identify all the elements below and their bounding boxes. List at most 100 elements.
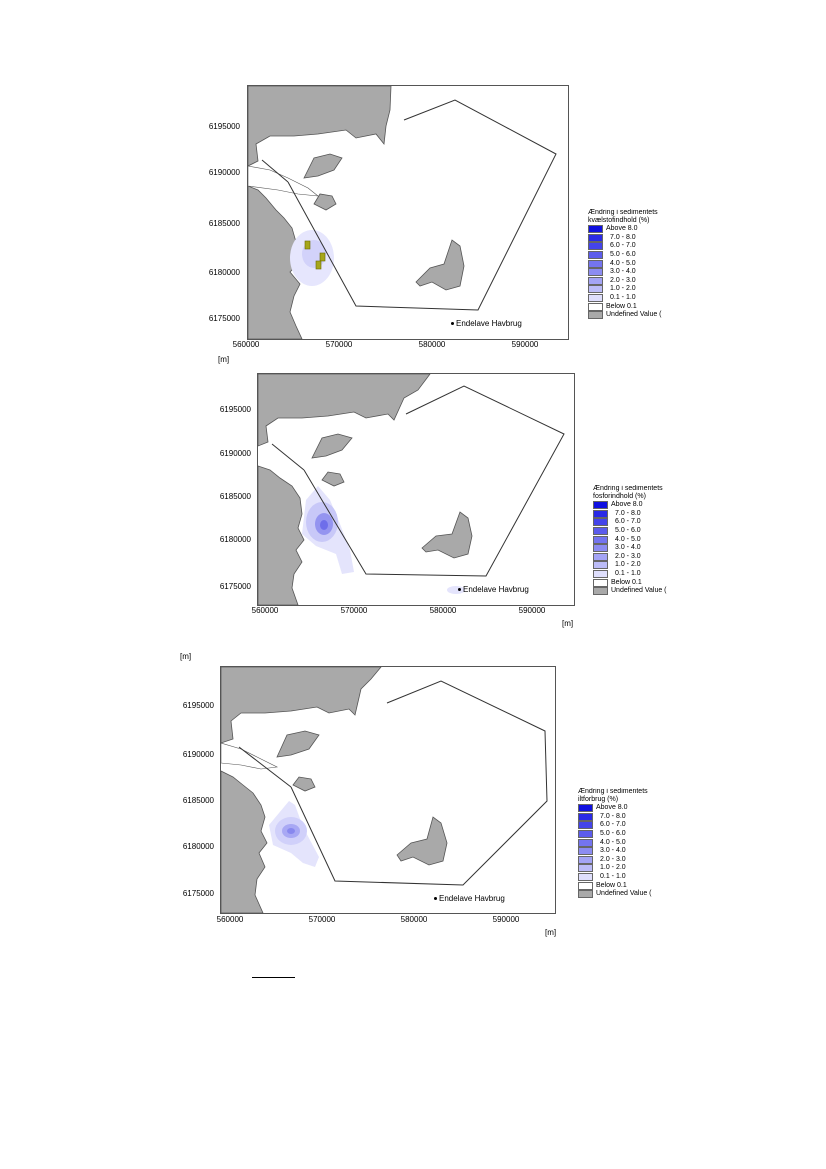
legend-swatch — [593, 527, 608, 536]
land-island-north — [276, 730, 320, 758]
legend-row: 5.0 - 6.0 — [588, 251, 668, 260]
station-name: Endelave Havbrug — [456, 319, 522, 328]
y-tick-label: 6190000 — [208, 168, 240, 177]
x-tick-label: 560000 — [216, 915, 244, 924]
legend-row: 1.0 - 2.0 — [578, 864, 658, 873]
unit-label: [m] — [562, 619, 574, 628]
legend-label: 7.0 - 8.0 — [600, 812, 626, 820]
legend-row: 6.0 - 7.0 — [588, 242, 668, 251]
land-island-east — [421, 511, 473, 559]
legend-label: Below 0.1 — [606, 302, 637, 310]
y-tick-label: 6180000 — [208, 268, 240, 277]
legend-swatch — [593, 578, 608, 587]
legend-swatch — [588, 242, 603, 251]
legend-row: 2.0 - 3.0 — [588, 276, 668, 286]
legend-swatch — [578, 847, 593, 856]
legend-rows: Above 8.0 7.0 - 8.0 6.0 - 7.0 5.0 - 6.0 4.0 … — [593, 501, 673, 596]
legend-title: Ændring i sedimentets — [578, 788, 648, 795]
x-tick-label: 560000 — [232, 340, 260, 349]
legend-row: Undefined Value ( — [578, 890, 658, 899]
legend-title: Ændring i sedimentets — [593, 485, 663, 492]
y-tick-label: 6180000 — [219, 535, 251, 544]
legend-swatch — [593, 544, 608, 553]
station-name: Endelave Havbrug — [439, 894, 505, 903]
legend-swatch — [588, 225, 603, 234]
legend-row: 3.0 - 4.0 — [593, 544, 673, 553]
unit-label: [m] — [545, 928, 557, 937]
legend-label: 0.1 - 1.0 — [600, 873, 626, 881]
legend: Ændring i sedimentets iltforbrug (%) Abo… — [578, 788, 658, 899]
legend-row: 1.0 - 2.0 — [593, 561, 673, 570]
legend-swatch — [578, 838, 593, 847]
legend-row: 4.0 - 5.0 — [578, 838, 658, 847]
legend-label: 7.0 - 8.0 — [615, 509, 641, 517]
concentration-plume — [447, 586, 465, 594]
legend-row: 0.1 - 1.0 — [593, 570, 673, 579]
station-dot — [434, 897, 437, 901]
legend-label: 4.0 - 5.0 — [600, 838, 626, 846]
legend-swatch — [578, 855, 593, 864]
legend-swatch — [588, 285, 603, 294]
legend-swatch — [588, 259, 603, 268]
farm-marker — [315, 260, 322, 270]
legend-row: Above 8.0 — [588, 225, 668, 234]
model-area-boundary — [290, 680, 548, 886]
x-tick-label: 590000 — [518, 606, 546, 615]
legend-label: 6.0 - 7.0 — [610, 242, 636, 250]
x-tick-label: 580000 — [418, 340, 446, 349]
legend-row: 4.0 - 5.0 — [593, 535, 673, 544]
legend-swatch — [593, 509, 608, 518]
legend-label: Undefined Value ( — [606, 311, 662, 319]
model-area-boundary — [287, 99, 557, 311]
legend-label: 3.0 - 4.0 — [610, 268, 636, 276]
land-coast-west — [258, 465, 305, 605]
legend-swatch — [593, 535, 608, 544]
y-tick-label: 6190000 — [219, 449, 251, 458]
land-islet — [321, 471, 345, 487]
legend-swatch — [588, 302, 603, 311]
legend-row: 2.0 - 3.0 — [578, 855, 658, 865]
legend-label: 6.0 - 7.0 — [615, 518, 641, 526]
model-area-boundary — [303, 385, 565, 577]
legend-swatch — [588, 276, 603, 285]
farm-marker — [319, 252, 326, 262]
legend-swatch — [588, 294, 603, 303]
legend: Ændring i sedimentets kvælstofindhold (%… — [588, 209, 668, 320]
map-frame — [257, 373, 575, 606]
x-tick-label: 590000 — [511, 340, 539, 349]
legend-swatch — [578, 890, 593, 899]
land-island-north — [303, 153, 343, 179]
y-tick-label: 6180000 — [182, 842, 214, 851]
station-label: Endelave Havbrug — [451, 319, 522, 328]
map-canvas — [221, 667, 548, 913]
legend-label: 5.0 - 6.0 — [615, 527, 641, 535]
legend-row: 1.0 - 2.0 — [588, 285, 668, 294]
legend-swatch — [593, 518, 608, 527]
legend-label: 1.0 - 2.0 — [610, 285, 636, 293]
x-tick-label: 590000 — [492, 915, 520, 924]
legend-label: 1.0 - 2.0 — [600, 864, 626, 872]
legend-title: kvælstofindhold (%) — [588, 217, 650, 224]
legend-row: 7.0 - 8.0 — [588, 233, 668, 243]
y-tick-label: 6175000 — [182, 889, 214, 898]
model-area-boundary — [271, 443, 305, 471]
land-island-north — [311, 433, 353, 459]
legend-row: Above 8.0 — [578, 804, 658, 813]
legend-swatch — [588, 233, 603, 242]
model-area-boundary — [238, 746, 292, 788]
legend-label: 5.0 - 6.0 — [600, 830, 626, 838]
land-mainland — [258, 374, 431, 447]
map-frame — [220, 666, 556, 914]
land-coast-west — [221, 770, 268, 913]
x-tick-label: 580000 — [400, 915, 428, 924]
legend-swatch — [578, 821, 593, 830]
legend-label: 7.0 - 8.0 — [610, 233, 636, 241]
map-canvas — [258, 374, 565, 605]
land-island-east — [415, 239, 465, 291]
land-mainland — [221, 667, 382, 744]
y-tick-label: 6190000 — [182, 750, 214, 759]
y-tick-label: 6195000 — [208, 122, 240, 131]
legend-label: 0.1 - 1.0 — [610, 294, 636, 302]
x-tick-label: 570000 — [340, 606, 368, 615]
legend-label: 2.0 - 3.0 — [615, 552, 641, 560]
